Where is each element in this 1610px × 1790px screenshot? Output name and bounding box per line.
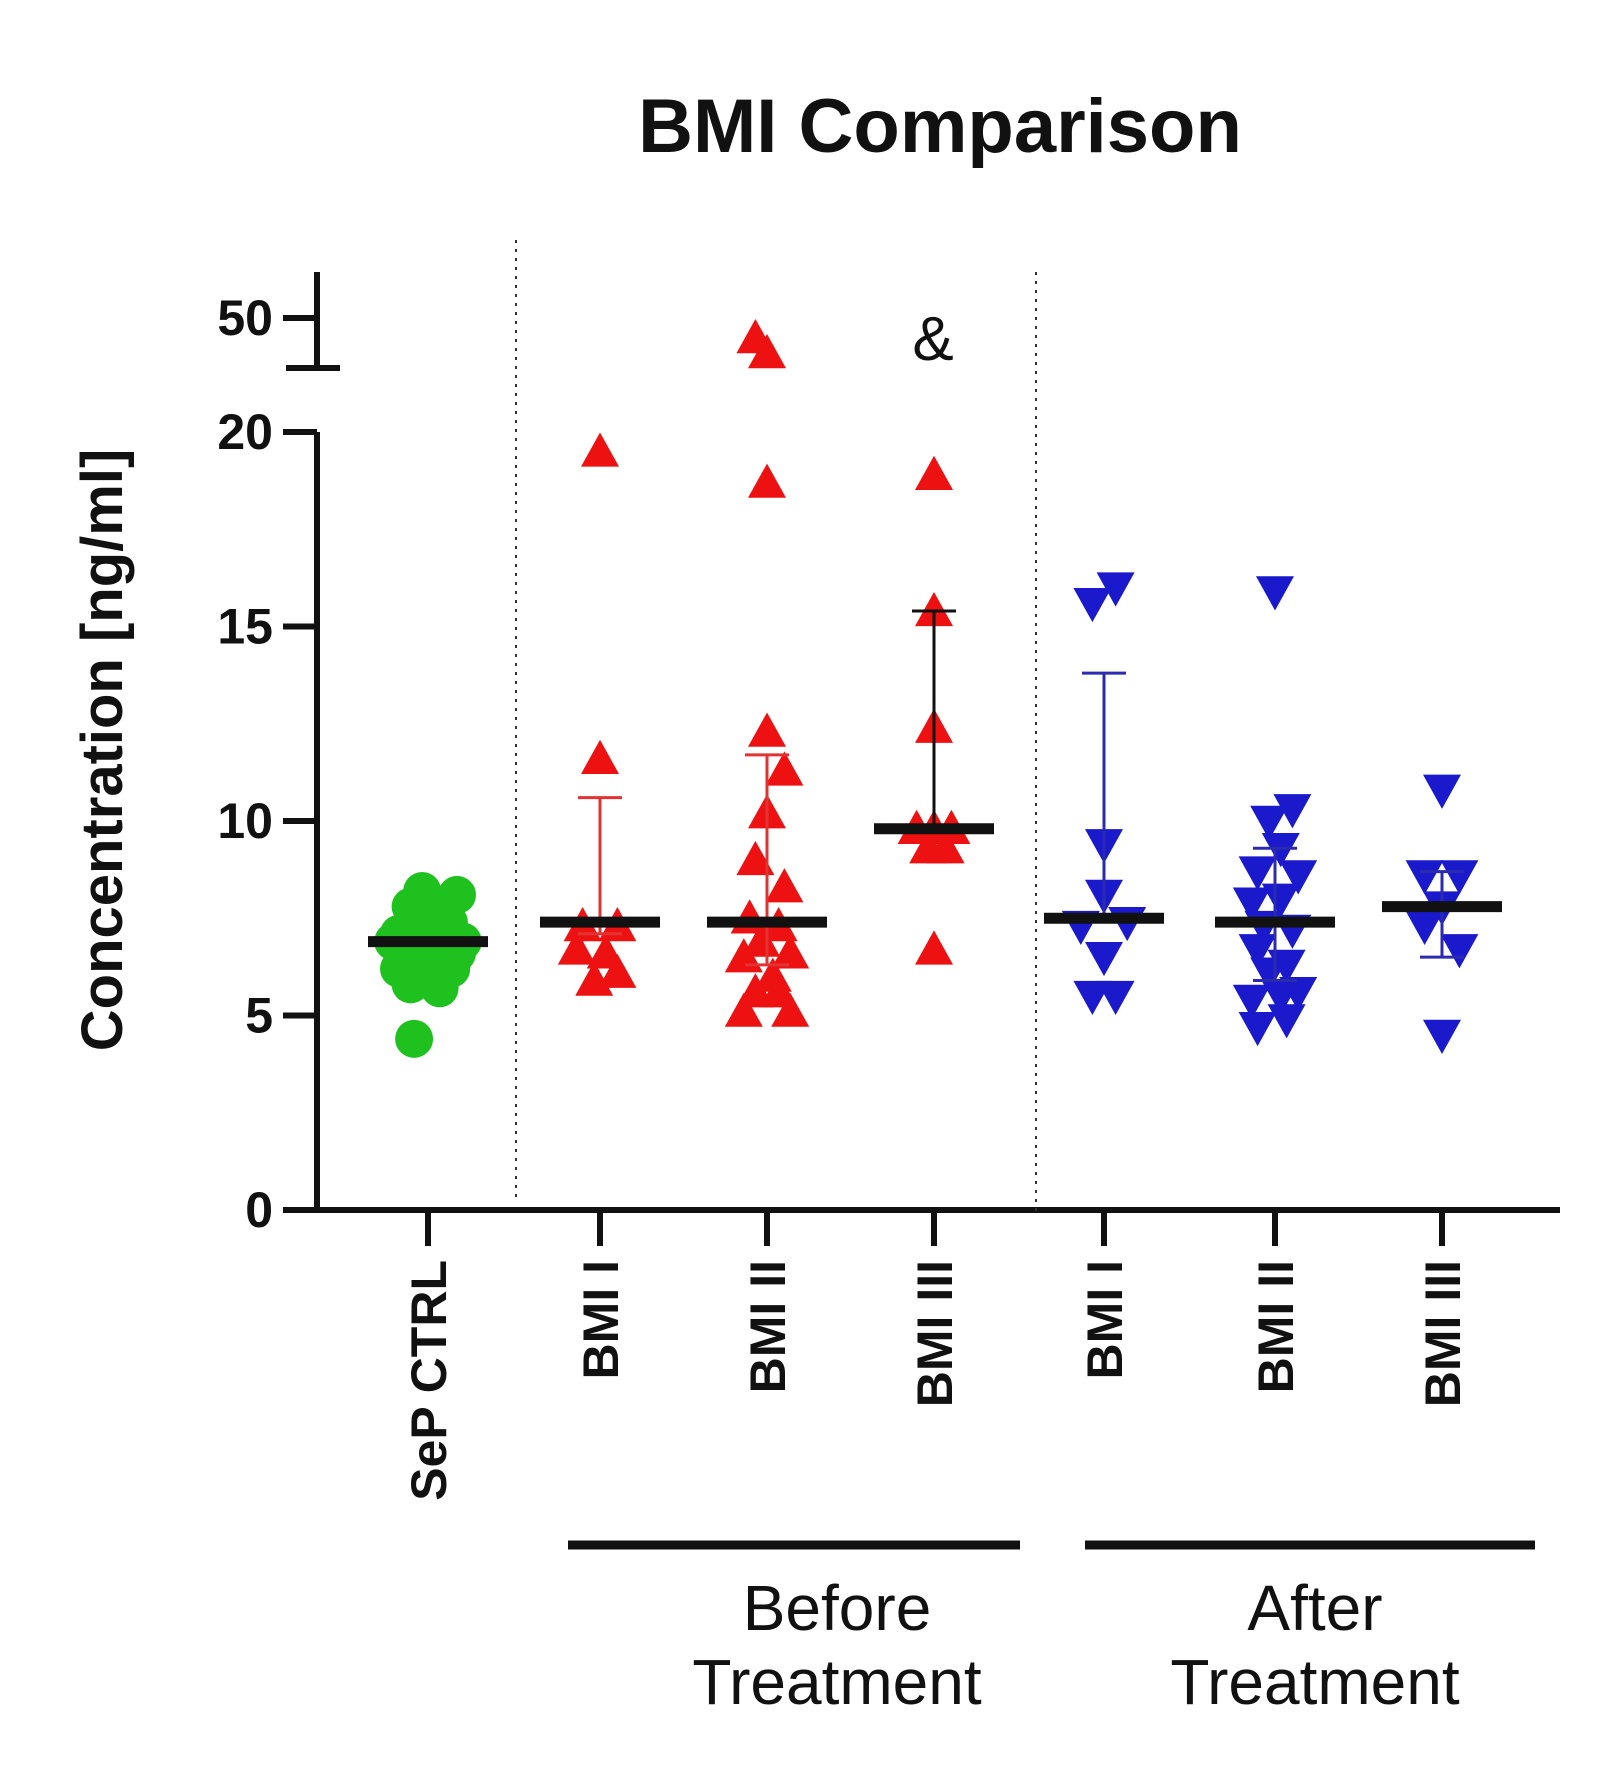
data-point <box>1279 860 1318 895</box>
data-point <box>748 463 786 498</box>
y-tick-label: 0 <box>245 1182 273 1238</box>
data-point <box>1267 1004 1306 1039</box>
data-point <box>765 868 804 903</box>
data-point <box>1238 934 1277 969</box>
data-point <box>1250 957 1289 992</box>
x-tick-label: BMI II <box>740 1260 796 1393</box>
data-point <box>1108 906 1147 942</box>
data-point <box>771 934 810 969</box>
x-tick-label: SeP CTRL <box>401 1260 457 1501</box>
data-point <box>598 953 637 988</box>
data-point <box>915 455 953 490</box>
data-point <box>724 992 763 1027</box>
data-point <box>748 712 786 747</box>
data-point <box>1232 984 1271 1019</box>
x-tick-label: BMI I <box>1077 1260 1133 1379</box>
group-label-after: After Treatment <box>1170 1572 1460 1718</box>
data-point <box>1423 774 1461 809</box>
data-point <box>391 965 430 1004</box>
x-tick-label: BMI I <box>573 1260 629 1379</box>
data-point <box>1405 910 1444 946</box>
data-point <box>581 432 619 467</box>
data-point <box>771 992 810 1027</box>
x-tick-label: BMI III <box>1415 1260 1471 1407</box>
data-point <box>429 903 468 942</box>
x-tick-label: BMI III <box>907 1260 963 1407</box>
data-point <box>1405 860 1444 895</box>
data-point <box>915 930 953 965</box>
data-point <box>1096 980 1135 1016</box>
y-tick-label: 5 <box>245 988 273 1044</box>
data-point <box>395 1019 434 1058</box>
data-point <box>1238 1011 1277 1047</box>
data-point <box>1238 856 1277 891</box>
data-point <box>1261 883 1300 918</box>
data-point <box>1423 1019 1461 1054</box>
data-point <box>1256 576 1294 611</box>
y-tick-label: 15 <box>217 599 273 655</box>
data-point <box>765 751 804 786</box>
data-point <box>1261 980 1300 1016</box>
data-point <box>581 739 619 774</box>
data-point <box>1232 887 1271 922</box>
data-point <box>1250 805 1289 840</box>
data-point <box>1440 860 1479 895</box>
data-point <box>748 334 786 369</box>
x-tick-label: BMI II <box>1248 1260 1304 1393</box>
data-point <box>1273 794 1312 829</box>
data-point <box>742 922 781 957</box>
data-point <box>420 969 459 1008</box>
y-axis-label: Concentration [ng/ml] <box>70 449 135 1052</box>
data-point <box>557 930 596 965</box>
data-point <box>1261 833 1300 868</box>
data-point <box>1073 587 1112 623</box>
data-point <box>926 829 965 864</box>
data-point <box>1096 572 1135 607</box>
data-point <box>1440 934 1479 969</box>
data-point <box>736 840 775 876</box>
y-tick-label: 20 <box>217 404 273 460</box>
data-point <box>915 591 953 627</box>
group-label-before: Before Treatment <box>692 1572 982 1718</box>
chart-title: BMI Comparison <box>638 84 1242 169</box>
y-tick-label: 10 <box>217 793 273 849</box>
plot-area: 0 5 10 15 20 50 SeP CTRL BMI I BMI II BMI III BMI … <box>217 240 1560 1550</box>
y-tick-label: 50 <box>217 290 273 346</box>
significance-annotation: & <box>912 305 953 374</box>
data-point <box>1085 941 1123 977</box>
